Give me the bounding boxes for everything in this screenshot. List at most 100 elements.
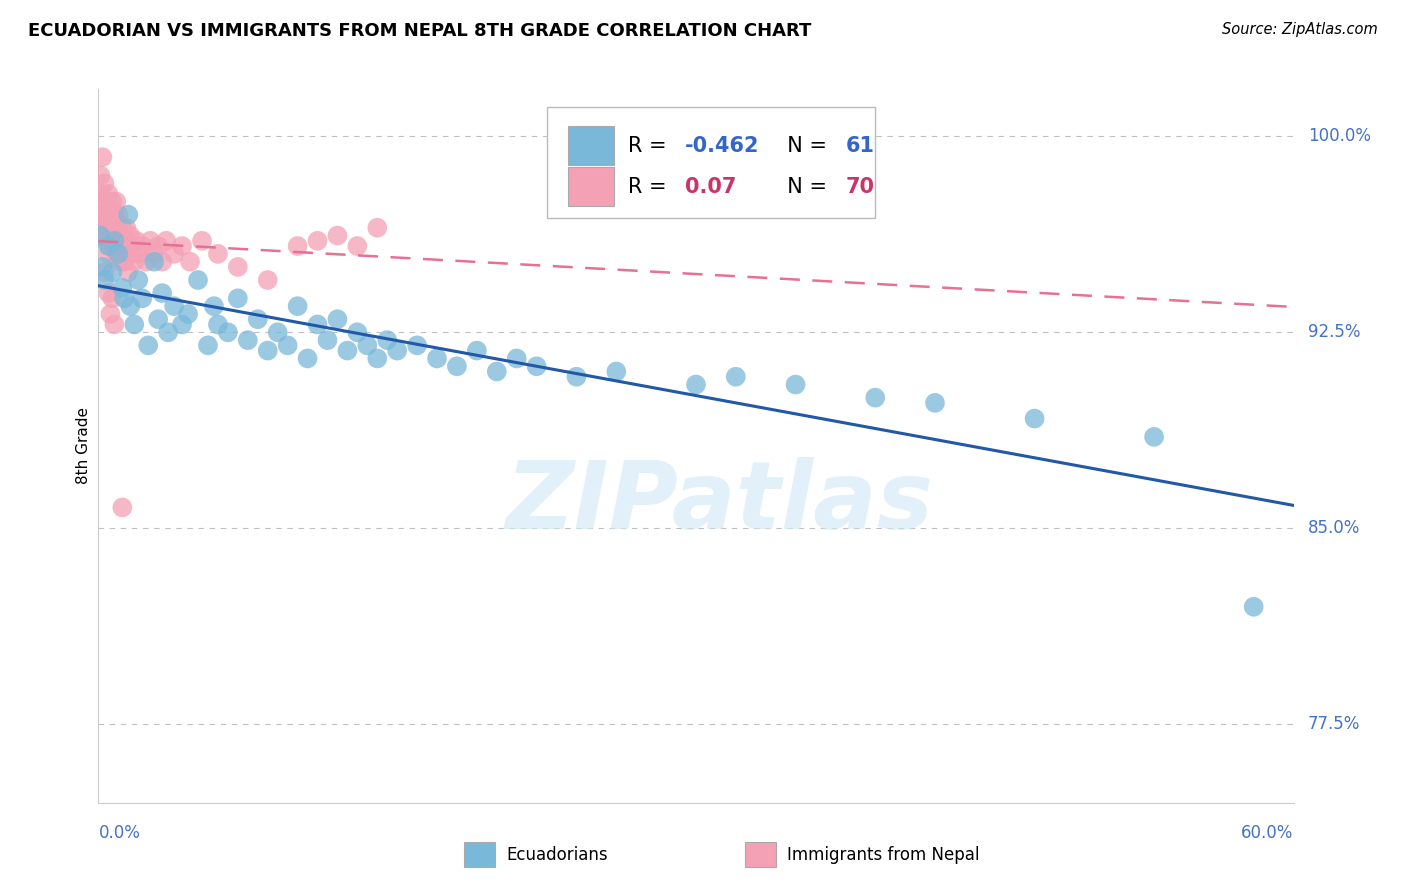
Point xyxy=(110,234,132,248)
Point xyxy=(112,291,135,305)
Text: 77.5%: 77.5% xyxy=(1308,715,1360,733)
Text: N =: N = xyxy=(773,136,834,156)
Point xyxy=(112,254,135,268)
Point xyxy=(115,220,138,235)
Point xyxy=(366,351,388,366)
Point xyxy=(287,299,309,313)
Point xyxy=(98,202,122,217)
Point xyxy=(226,260,249,274)
Point xyxy=(91,260,114,274)
Point xyxy=(375,333,398,347)
Point xyxy=(356,338,378,352)
Point xyxy=(136,338,159,352)
Point xyxy=(110,254,132,268)
Point xyxy=(107,220,129,235)
Text: 100.0%: 100.0% xyxy=(1308,128,1371,145)
Point xyxy=(120,299,142,313)
Point xyxy=(139,234,162,248)
Point xyxy=(485,364,508,378)
Point xyxy=(465,343,488,358)
Point xyxy=(267,326,290,340)
Point xyxy=(191,234,214,248)
Point xyxy=(97,220,120,235)
Point xyxy=(148,239,170,253)
Point xyxy=(150,286,173,301)
Point xyxy=(179,254,201,268)
Point xyxy=(117,239,139,253)
Text: 60.0%: 60.0% xyxy=(1241,823,1294,842)
Point xyxy=(131,291,153,305)
Point xyxy=(277,338,299,352)
Point xyxy=(93,273,115,287)
Point xyxy=(93,176,115,190)
Point xyxy=(1243,599,1265,614)
Point xyxy=(724,369,747,384)
Point xyxy=(101,234,124,248)
Point xyxy=(105,247,128,261)
Point xyxy=(406,338,429,352)
Point xyxy=(105,194,128,209)
Point xyxy=(125,234,148,248)
Point xyxy=(385,343,409,358)
Point xyxy=(103,220,125,235)
Text: ECUADORIAN VS IMMIGRANTS FROM NEPAL 8TH GRADE CORRELATION CHART: ECUADORIAN VS IMMIGRANTS FROM NEPAL 8TH … xyxy=(28,22,811,40)
Point xyxy=(101,213,124,227)
Point xyxy=(91,150,114,164)
Text: Source: ZipAtlas.com: Source: ZipAtlas.com xyxy=(1222,22,1378,37)
Point xyxy=(1143,430,1166,444)
Text: 70: 70 xyxy=(845,177,875,196)
Point xyxy=(155,234,177,248)
FancyBboxPatch shape xyxy=(568,126,613,165)
Text: Ecuadorians: Ecuadorians xyxy=(506,846,607,863)
Point xyxy=(157,326,180,340)
Y-axis label: 8th Grade: 8th Grade xyxy=(76,408,91,484)
Text: N =: N = xyxy=(773,177,834,196)
Point xyxy=(96,213,118,227)
Point xyxy=(307,318,329,332)
Point xyxy=(131,239,153,253)
Point xyxy=(346,239,368,253)
Point xyxy=(506,351,529,366)
Text: -0.462: -0.462 xyxy=(685,136,759,156)
Point xyxy=(93,228,115,243)
Point xyxy=(565,369,588,384)
Point xyxy=(93,265,115,279)
Point xyxy=(97,247,120,261)
Point xyxy=(307,234,329,248)
Point xyxy=(135,254,157,268)
Point xyxy=(172,318,194,332)
Point xyxy=(127,273,149,287)
Point xyxy=(446,359,468,374)
Point xyxy=(685,377,707,392)
Point xyxy=(98,220,122,235)
Text: ZIPatlas: ZIPatlas xyxy=(506,457,934,549)
Point xyxy=(326,312,349,326)
Point xyxy=(111,281,134,295)
Point xyxy=(187,273,209,287)
Point xyxy=(605,364,627,378)
Point xyxy=(297,351,319,366)
Point xyxy=(107,239,129,253)
Point xyxy=(101,194,124,209)
Text: R =: R = xyxy=(628,136,673,156)
Point xyxy=(346,326,368,340)
Point xyxy=(316,333,339,347)
Point xyxy=(426,351,449,366)
Point xyxy=(107,247,129,261)
Point xyxy=(287,239,309,253)
Point xyxy=(111,239,134,253)
FancyBboxPatch shape xyxy=(568,167,613,206)
Point xyxy=(91,194,114,209)
Point xyxy=(89,228,111,243)
Text: Immigrants from Nepal: Immigrants from Nepal xyxy=(787,846,980,863)
Point xyxy=(256,273,278,287)
Point xyxy=(103,318,125,332)
Point xyxy=(172,239,194,253)
Point xyxy=(336,343,359,358)
Point xyxy=(177,307,200,321)
Point xyxy=(97,286,120,301)
Point xyxy=(91,213,114,227)
Point xyxy=(236,333,259,347)
Point xyxy=(1024,411,1046,425)
Text: 61: 61 xyxy=(845,136,875,156)
